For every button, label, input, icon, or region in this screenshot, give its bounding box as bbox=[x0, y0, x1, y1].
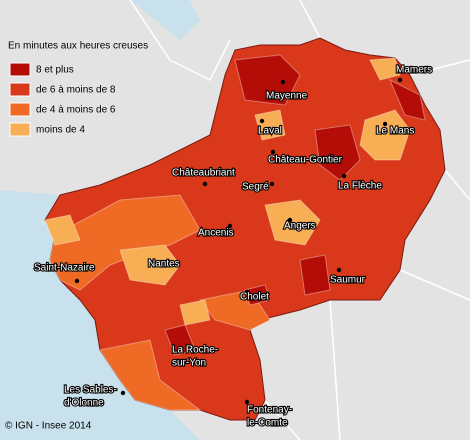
city-label: sur-Yon bbox=[172, 358, 206, 369]
legend-title: En minutes aux heures creuses bbox=[8, 41, 148, 52]
patch bbox=[244, 284, 271, 306]
patch bbox=[164, 324, 196, 356]
legend-swatch bbox=[9, 102, 31, 117]
city-dot bbox=[120, 390, 126, 396]
city-dot bbox=[202, 181, 208, 187]
city-label: Château-Gontier bbox=[268, 155, 343, 166]
patch bbox=[389, 78, 426, 121]
city-dot bbox=[74, 278, 80, 284]
legend: 8 et plus de 6 à moins de 8 de 4 à moins d… bbox=[9, 62, 116, 137]
city-dot bbox=[287, 217, 293, 223]
city-dot bbox=[280, 79, 286, 85]
patch bbox=[119, 244, 181, 286]
city-label: Laval bbox=[258, 126, 282, 137]
patches bbox=[44, 54, 426, 411]
city-dot bbox=[259, 118, 265, 124]
patch bbox=[299, 254, 331, 296]
city-label: Ancenis bbox=[198, 228, 234, 239]
city-label: Les Sables- bbox=[64, 385, 117, 396]
city-dot bbox=[382, 121, 388, 127]
legend-swatch bbox=[9, 122, 31, 137]
patch bbox=[359, 109, 411, 161]
legend-label: 8 et plus bbox=[36, 65, 74, 76]
city-dot bbox=[397, 77, 403, 83]
city-label: d'Olonne bbox=[64, 398, 104, 409]
city-dot bbox=[244, 399, 250, 405]
border-lines bbox=[129, 0, 470, 440]
credit: © IGN - Insee 2014 bbox=[5, 421, 92, 432]
city-dot bbox=[269, 181, 275, 187]
city-dot bbox=[151, 259, 157, 265]
city-label: le-Comte bbox=[247, 418, 288, 429]
patch bbox=[314, 124, 361, 181]
city-label: Angers bbox=[284, 221, 316, 232]
city-dot bbox=[244, 289, 250, 295]
patch bbox=[44, 214, 81, 246]
legend-label: de 4 à moins de 6 bbox=[36, 105, 116, 116]
city-label: Fontenay- bbox=[247, 405, 292, 416]
city-dot bbox=[341, 173, 347, 179]
city-label: Segré bbox=[242, 182, 269, 193]
city-dot bbox=[179, 361, 185, 367]
patch bbox=[99, 339, 202, 411]
legend-label: de 6 à moins de 8 bbox=[36, 85, 116, 96]
city-label: Châteaubriant bbox=[172, 168, 235, 179]
patch bbox=[254, 109, 286, 141]
patch bbox=[369, 57, 401, 81]
city-label: Mayenne bbox=[266, 91, 308, 102]
legend-swatch bbox=[9, 82, 31, 97]
legend-label: moins de 4 bbox=[36, 125, 85, 136]
city-dot bbox=[336, 267, 342, 273]
city-label: Cholet bbox=[240, 292, 269, 303]
city-label: Saint-Nazaire bbox=[34, 263, 95, 274]
sea-north bbox=[0, 0, 200, 40]
city-label: Mamers bbox=[396, 65, 432, 76]
patch bbox=[264, 199, 321, 246]
city-label: Saumur bbox=[330, 275, 366, 286]
sea bbox=[0, 190, 200, 440]
city-dot bbox=[227, 223, 233, 229]
city-label: Nantes bbox=[148, 259, 180, 270]
city-dot bbox=[270, 149, 276, 155]
city-label: Le Mans bbox=[376, 126, 414, 137]
patch bbox=[179, 299, 211, 326]
patch bbox=[234, 54, 301, 106]
city-label: La Roche- bbox=[172, 345, 218, 356]
legend-swatch bbox=[9, 62, 31, 77]
cities: Mamers Mayenne Laval Le Mans Château-Gontier… bbox=[33, 64, 433, 430]
city-label: La Flèche bbox=[338, 181, 382, 192]
